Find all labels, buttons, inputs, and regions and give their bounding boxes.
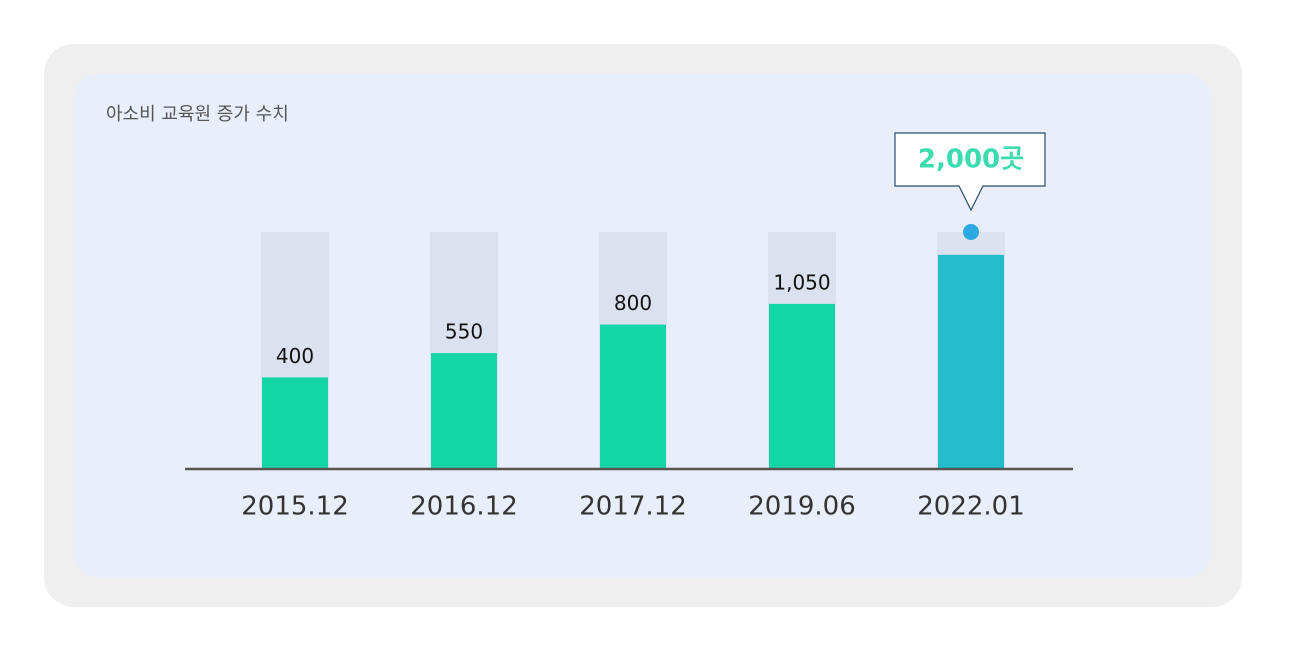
bar: [769, 303, 835, 469]
x-tick-label: 2017.12: [579, 492, 687, 522]
value-label: 1,050: [773, 270, 830, 294]
bar: [262, 377, 328, 469]
value-label: 550: [445, 320, 483, 344]
callout-label: 2,000곳: [918, 145, 1024, 175]
chart-title: 아소비 교육원 증가 수치: [106, 104, 289, 125]
x-tick-label: 2019.06: [748, 492, 856, 522]
bar: [938, 254, 1004, 469]
x-tick-label: 2016.12: [410, 492, 518, 522]
x-tick-label: 2015.12: [241, 492, 349, 522]
value-label: 800: [614, 291, 652, 315]
callout-box: [894, 132, 1046, 212]
bar: [431, 353, 497, 469]
bar: [600, 324, 666, 469]
value-label: 400: [276, 344, 314, 368]
x-tick-label: 2022.01: [917, 492, 1025, 522]
marker-dot: [963, 224, 979, 240]
